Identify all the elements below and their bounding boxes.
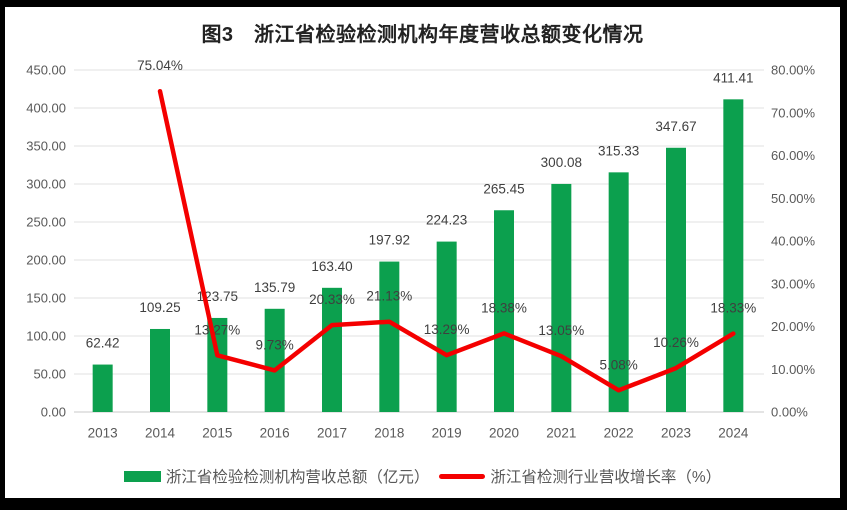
left-axis-tick: 50.00 xyxy=(33,367,66,382)
right-axis-tick: 20.00% xyxy=(771,319,816,334)
combo-chart: 0.00 50.00 100.00 150.00 200.00 250.00 300.00 3… xyxy=(26,58,816,441)
left-axis-tick: 250.00 xyxy=(26,215,66,230)
chart-title: 图3 浙江省检验检测机构年度营收总额变化情况 xyxy=(201,24,644,46)
bar-value-label: 109.25 xyxy=(139,300,180,315)
x-axis-label: 2021 xyxy=(546,426,576,441)
growth-line xyxy=(157,88,736,393)
bar-value-label: 265.45 xyxy=(483,181,524,196)
left-axis-tick: 350.00 xyxy=(26,139,66,154)
growth-point-label: 18.33% xyxy=(710,301,756,316)
bar-value-label: 411.41 xyxy=(713,70,753,85)
growth-point-label: 20.33% xyxy=(309,292,355,307)
growth-point-label: 10.26% xyxy=(653,335,699,350)
chart-canvas: 图3 浙江省检验检测机构年度营收总额变化情况 0.00 50.00 100.00 15… xyxy=(5,7,840,498)
x-axis-label: 2023 xyxy=(661,426,691,441)
right-axis-tick: 10.00% xyxy=(771,362,816,377)
bar-value-label: 62.42 xyxy=(86,336,120,351)
revenue-bar-2020 xyxy=(494,210,514,412)
legend: 浙江省检验检测机构营收总额（亿元） 浙江省检测行业营收增长率（%） xyxy=(5,465,840,487)
bar-value-label: 163.40 xyxy=(311,259,352,274)
right-axis-tick: 40.00% xyxy=(771,234,816,249)
legend-label-growth: 浙江省检测行业营收增长率（%） xyxy=(490,469,722,486)
revenue-bar-2014 xyxy=(150,328,170,412)
x-axis-label: 2017 xyxy=(317,426,347,441)
growth-point-label: 21.13% xyxy=(366,289,412,304)
left-axis-tick: 300.00 xyxy=(26,177,66,192)
revenue-bar-2021 xyxy=(551,183,572,412)
bar-value-label: 347.67 xyxy=(655,119,696,134)
right-axis-tick: 80.00% xyxy=(771,63,816,78)
growth-point-label: 5.08% xyxy=(600,357,638,372)
revenue-bar-2017 xyxy=(322,287,342,412)
x-axis-label: 2024 xyxy=(718,426,749,441)
right-axis-tick: 50.00% xyxy=(771,191,816,206)
x-axis-label: 2019 xyxy=(432,426,462,441)
left-axis-tick: 450.00 xyxy=(26,63,66,78)
left-axis-tick: 200.00 xyxy=(26,253,66,268)
bar-value-label: 197.92 xyxy=(369,233,410,248)
growth-point-label: 75.04% xyxy=(137,58,183,73)
growth-point-label: 13.27% xyxy=(194,322,240,337)
left-axis-tick: 150.00 xyxy=(26,291,66,306)
left-axis-tick: 0.00 xyxy=(41,405,66,420)
right-axis-tick: 60.00% xyxy=(771,148,816,163)
bar-value-label: 300.08 xyxy=(541,155,582,170)
right-axis-tick: 0.00% xyxy=(771,405,808,420)
x-axis-label: 2016 xyxy=(260,426,290,441)
legend-label-revenue: 浙江省检验检测机构营收总额（亿元） xyxy=(165,469,430,486)
x-axis-label: 2015 xyxy=(202,426,232,441)
right-axis-tick: 70.00% xyxy=(771,105,816,120)
x-axis-label: 2022 xyxy=(604,426,634,441)
growth-point-label: 18.38% xyxy=(481,300,527,315)
revenue-bar-2024 xyxy=(723,99,744,412)
x-axis-label: 2013 xyxy=(88,426,118,441)
bar-value-label: 224.23 xyxy=(426,213,467,228)
bar-value-label: 135.79 xyxy=(254,280,295,295)
revenue-bar-2019 xyxy=(436,241,457,412)
revenue-bar-2023 xyxy=(666,147,686,412)
x-axis-label: 2018 xyxy=(374,426,404,441)
revenue-bar-2016 xyxy=(264,308,285,412)
growth-point-label: 13.05% xyxy=(538,323,584,338)
x-axis-label: 2020 xyxy=(489,426,519,441)
revenue-bar-2013 xyxy=(92,364,113,412)
legend-bar-swatch-icon xyxy=(123,470,161,482)
legend-line-swatch-icon xyxy=(439,473,486,479)
legend-item-growth: 浙江省检测行业营收增长率（%） xyxy=(439,465,721,487)
x-axis-label: 2014 xyxy=(145,426,176,441)
revenue-bar-2018 xyxy=(379,261,400,412)
right-axis-tick: 30.00% xyxy=(771,276,816,291)
growth-point-label: 13.29% xyxy=(424,322,470,337)
left-axis-tick: 400.00 xyxy=(26,101,66,116)
revenue-bar-2022 xyxy=(608,172,629,412)
left-axis-tick: 100.00 xyxy=(26,329,66,344)
growth-point-label: 9.73% xyxy=(256,337,294,352)
legend-item-revenue: 浙江省检验检测机构营收总额（亿元） xyxy=(123,465,430,487)
bar-value-label: 315.33 xyxy=(598,143,639,158)
